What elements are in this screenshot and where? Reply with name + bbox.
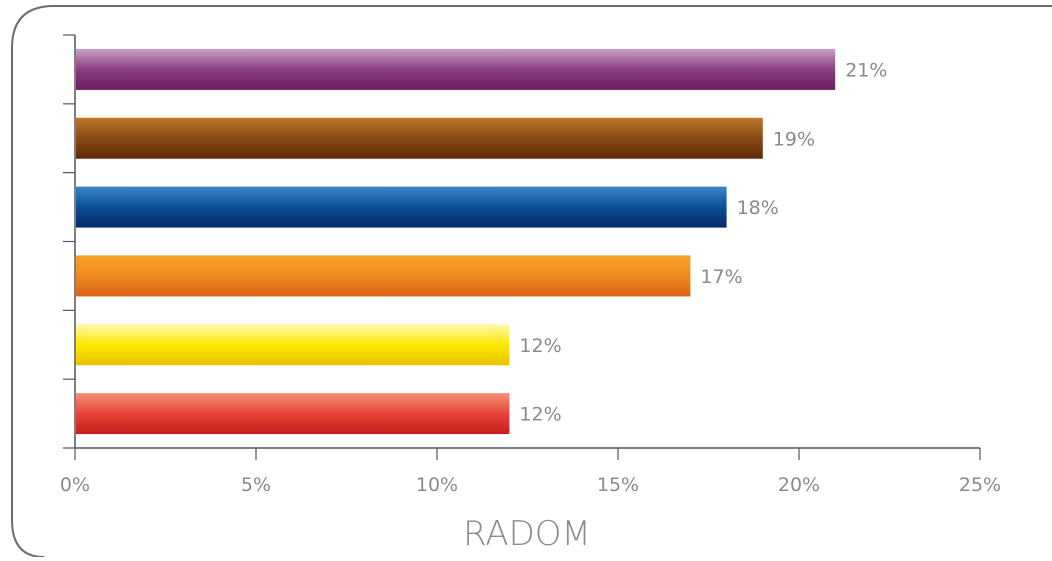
x-tick-label: 0% (60, 474, 90, 496)
bar-series: 21% 19% 18% 17% 12% 12% (76, 48, 887, 435)
x-tick-label: 10% (416, 474, 458, 496)
bar-value-label: 17% (700, 266, 742, 288)
bar-value-label: 19% (773, 128, 815, 150)
bar-value-label: 12% (519, 335, 561, 357)
x-axis-title: RADOM (463, 514, 591, 554)
x-axis-ticks: 0% 5% 10% 15% 20% 25% (60, 448, 1001, 496)
bar (76, 186, 727, 228)
bar-value-label: 18% (737, 197, 779, 219)
x-tick-label: 25% (959, 474, 1001, 496)
bar-value-label: 12% (519, 404, 561, 426)
bar (76, 255, 691, 297)
x-tick-label: 15% (597, 474, 639, 496)
bar (76, 48, 836, 90)
x-tick-label: 5% (241, 474, 271, 496)
x-tick-label: 20% (778, 474, 820, 496)
bar (76, 324, 510, 366)
bar (76, 117, 763, 159)
y-axis-ticks (63, 34, 75, 449)
bar (76, 393, 510, 435)
bar-value-label: 21% (845, 59, 887, 81)
chart-border (11, 5, 1052, 558)
